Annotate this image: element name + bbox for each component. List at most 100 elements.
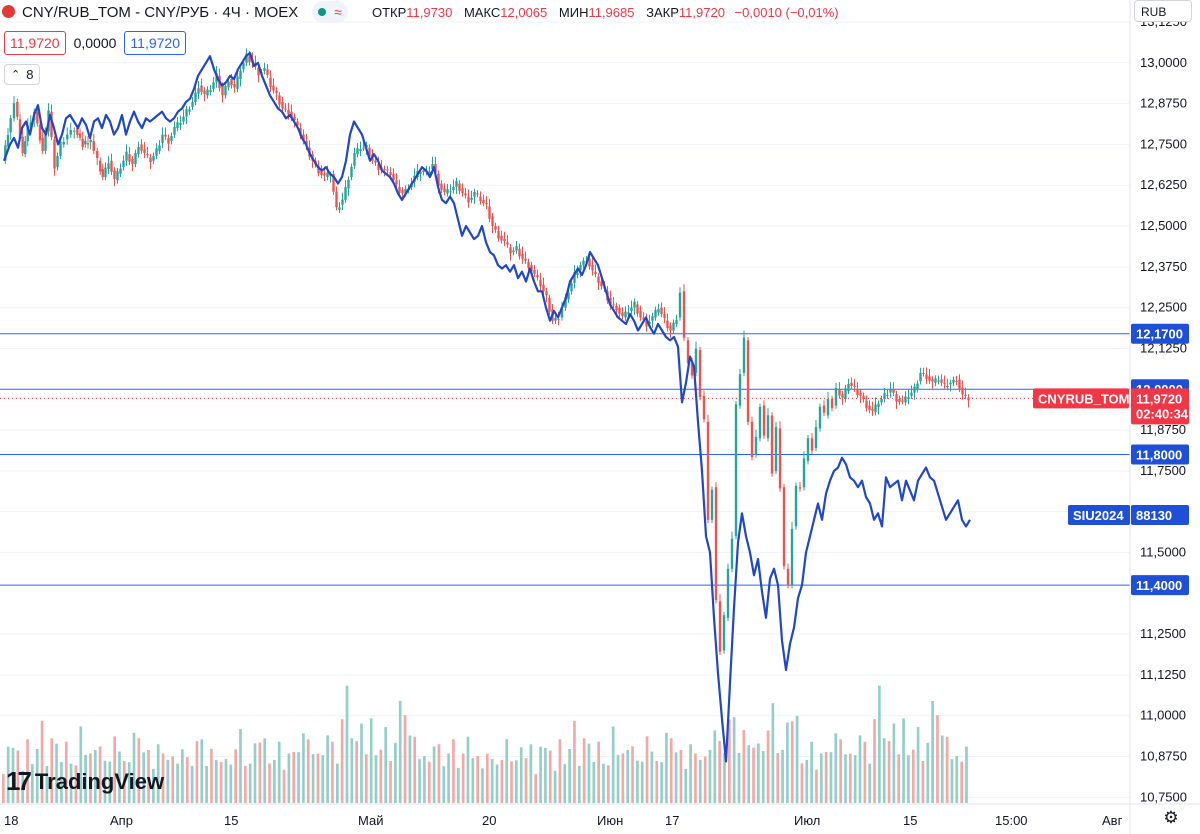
candle-body	[934, 378, 937, 383]
candle-body	[636, 304, 639, 314]
candle-body	[239, 70, 242, 80]
time-tick-label: Июл	[794, 813, 820, 828]
volume-bar	[650, 751, 654, 803]
siu2024-line[interactable]	[2, 51, 971, 763]
candle-body	[21, 136, 24, 153]
volume-bar	[902, 718, 905, 803]
ohlc-label: ОТКР	[371, 4, 407, 20]
candle-body	[140, 144, 143, 151]
candle-body	[594, 271, 597, 275]
candle-body	[536, 274, 539, 278]
candle-body	[113, 170, 116, 179]
status-pill[interactable]: ≈	[312, 1, 348, 23]
candle-body	[188, 109, 191, 112]
volume-bar	[84, 754, 87, 803]
volume-bar	[161, 753, 165, 803]
ohlc-value: 11,9720	[678, 4, 725, 20]
candle-body	[353, 152, 356, 166]
volume-bar	[118, 751, 121, 803]
volume-bar	[413, 736, 417, 803]
candle-body	[730, 538, 734, 569]
volume-bar	[11, 747, 15, 803]
candle-body	[59, 141, 62, 156]
ohlc-value: 11,9685	[588, 4, 635, 20]
indicators-toggle-button[interactable]: ⌃ 8	[4, 64, 41, 85]
volume-bar	[268, 763, 271, 803]
volume-bar	[892, 723, 896, 803]
volume-bar	[214, 760, 218, 803]
candle-body	[26, 125, 29, 142]
candle-body	[233, 83, 236, 88]
candle-body	[660, 307, 663, 315]
volume-bar	[563, 764, 567, 803]
candle-body	[116, 171, 119, 181]
volume-bar	[698, 759, 702, 803]
currency-selector[interactable]: RUB	[1134, 0, 1192, 22]
volume-bar	[442, 766, 446, 803]
volume-bar	[427, 761, 431, 803]
candle-body	[810, 438, 814, 451]
time-tick-label: Июн	[597, 813, 623, 828]
candle-body	[84, 140, 87, 145]
candle-body	[766, 415, 770, 439]
overlay-value-box: 11,9720	[124, 31, 186, 55]
candle-body	[847, 384, 850, 391]
candle-body	[275, 90, 278, 93]
volume-bar	[403, 715, 407, 803]
candle-body	[958, 379, 961, 389]
candle-body	[458, 183, 461, 192]
candle-body	[746, 340, 750, 422]
volume-bar	[137, 738, 141, 803]
candle-body	[104, 167, 107, 178]
symbol-name-tag-bg	[1033, 388, 1129, 409]
candle-body	[194, 92, 197, 102]
volume-bar	[636, 760, 639, 803]
volume-bar	[248, 763, 252, 803]
candle-body	[928, 376, 931, 381]
candle-body	[949, 382, 952, 385]
candle-body	[422, 170, 425, 173]
volume-bar	[553, 770, 557, 803]
candle-body	[206, 89, 209, 96]
gear-icon[interactable]: ⚙	[1163, 808, 1179, 827]
volume-bar	[219, 762, 223, 803]
candle-body	[125, 151, 128, 161]
ohlc-label: МАКС	[463, 4, 501, 20]
candle-body	[919, 372, 922, 382]
volume-bar	[447, 753, 450, 803]
candle-body	[18, 119, 22, 139]
candle-body	[883, 393, 886, 400]
candle-body	[657, 308, 660, 313]
symbol-title[interactable]: CNY/RUB_TOM - CNY/РУБ · 4Ч · MOEX	[22, 3, 299, 21]
volume-bar	[234, 749, 237, 803]
candle-body	[326, 172, 329, 178]
candle-body	[479, 196, 482, 202]
volume-bar	[757, 743, 760, 803]
candle-body	[754, 436, 758, 455]
candle-body	[666, 320, 669, 329]
volume-bar	[940, 735, 944, 803]
candle-body	[880, 399, 883, 403]
candle-body	[931, 379, 934, 382]
volume-bar	[486, 753, 489, 803]
volume-bar	[418, 759, 421, 803]
candle-body	[305, 141, 308, 146]
candle-body	[470, 197, 473, 200]
candle-body	[524, 258, 527, 261]
candle-body	[570, 283, 573, 292]
volume-bar	[631, 746, 634, 803]
volume-bar	[384, 727, 388, 803]
candle-body	[356, 148, 359, 155]
volume-bar	[694, 753, 697, 803]
candle-body	[344, 187, 347, 200]
ohlc-label: МИН	[558, 4, 589, 20]
volume-bar	[340, 719, 344, 803]
volume-bar	[931, 701, 934, 803]
candle-body	[434, 163, 437, 173]
volume-bar	[335, 763, 339, 803]
candle-body	[841, 394, 844, 398]
volume-bar	[878, 685, 881, 803]
candle-body	[191, 101, 194, 107]
volume-bar	[50, 738, 54, 803]
